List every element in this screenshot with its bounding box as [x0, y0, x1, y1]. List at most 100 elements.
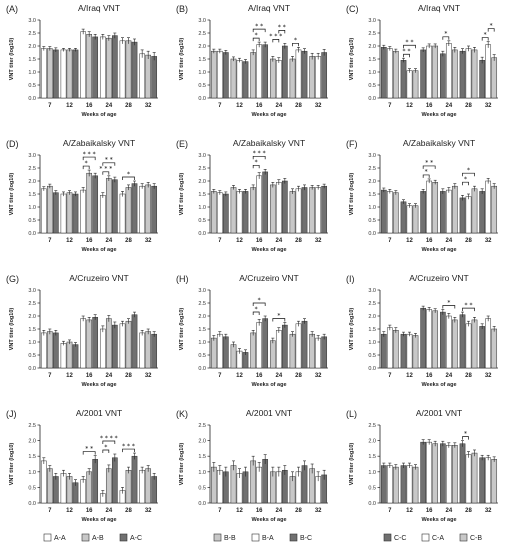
bar: [125, 469, 132, 504]
bar: [392, 466, 399, 504]
y-tick-label: 2.5: [198, 301, 206, 307]
x-tick-label: 32: [485, 508, 492, 514]
bar: [139, 332, 146, 369]
bar: [262, 44, 269, 99]
bar: [275, 182, 282, 234]
x-tick-label: 12: [66, 508, 73, 514]
y-tick-label: 1.5: [368, 454, 376, 460]
x-tick-label: 24: [275, 103, 282, 109]
x-tick-label: 16: [426, 238, 433, 244]
bar: [485, 44, 492, 99]
chart-panel: (C) A/Iraq VNT VNT titer (log10) 0.0 0.5 1.0 1…: [346, 3, 498, 118]
significance-bracket: [82, 165, 90, 170]
y-tick-label: 2.5: [28, 31, 36, 37]
bar: [80, 31, 87, 99]
bar: [222, 336, 229, 369]
bar: [400, 333, 407, 369]
x-tick-label: 28: [295, 103, 302, 109]
bar: [46, 48, 53, 99]
bar: [119, 193, 126, 234]
bar: [451, 319, 458, 369]
bar: [125, 320, 132, 369]
bar: [66, 49, 73, 99]
bar: [432, 45, 439, 99]
bar: [210, 191, 217, 234]
significance-bracket: [252, 302, 266, 306]
x-tick-label: 24: [445, 103, 452, 109]
bar: [151, 333, 158, 369]
y-tick-label: 1.0: [368, 205, 376, 211]
bar: [295, 188, 302, 234]
x-tick-label: 7: [48, 103, 52, 109]
x-axis-label: Weeks of age: [421, 382, 456, 388]
y-tick-label: 3.0: [368, 18, 376, 24]
significance-label: * *: [425, 160, 433, 167]
significance-label: * * *: [269, 33, 282, 40]
bar: [139, 185, 146, 234]
x-tick-label: 16: [86, 238, 93, 244]
bar: [386, 191, 393, 234]
x-tick-label: 12: [66, 238, 73, 244]
significance-bracket: [102, 449, 110, 454]
significance-label: *: [490, 22, 493, 29]
bar: [400, 465, 407, 504]
y-axis-label: VNT titer (log10): [179, 308, 185, 351]
bar: [66, 192, 73, 234]
bar: [145, 54, 152, 99]
y-tick-label: 1.5: [28, 57, 36, 63]
panel-label: (L): [346, 409, 357, 419]
x-tick-label: 32: [145, 508, 152, 514]
bar: [420, 307, 427, 369]
y-tick-label: 1.0: [368, 70, 376, 76]
x-tick-label: 7: [218, 103, 222, 109]
legend-swatch: [119, 533, 128, 542]
bar: [105, 37, 112, 99]
x-tick-label: 16: [256, 508, 263, 514]
bar: [125, 40, 132, 99]
bar: [459, 197, 466, 234]
bar: [111, 457, 118, 504]
bar: [281, 45, 288, 99]
significance-label: * * *: [83, 151, 96, 158]
bar: [92, 175, 99, 234]
significance-bracket: [122, 448, 135, 453]
x-tick-label: 16: [426, 103, 433, 109]
y-axis-label: VNT titer (log10): [349, 173, 355, 216]
x-tick-label: 28: [465, 373, 472, 379]
x-tick-label: 16: [426, 373, 433, 379]
bar: [315, 56, 322, 99]
y-tick-label: 0.5: [28, 353, 36, 359]
x-tick-label: 24: [445, 373, 452, 379]
legend-swatch: [289, 533, 298, 542]
chart-panel: (K) A/2001 VNT VNT titer (log10) 0.0 0.5 1.0 1…: [176, 408, 328, 523]
chart-panel: (J) A/2001 VNT VNT titer (log10) 0.0 0.5 1.0 1…: [6, 408, 158, 523]
bar: [46, 331, 53, 369]
legend-label: B-C: [300, 535, 312, 542]
bar: [465, 454, 472, 504]
bar: [459, 50, 466, 99]
bar: [491, 57, 498, 99]
y-tick-label: 2.5: [198, 166, 206, 172]
y-tick-label: 1.5: [368, 57, 376, 63]
x-axis-label: Weeks of age: [421, 517, 456, 523]
chart-panel: (H) A/Cruzeiro VNT VNT titer (log10) 0.0 0.5…: [176, 273, 328, 388]
y-tick-label: 3.0: [368, 153, 376, 159]
bar: [40, 188, 47, 234]
bar: [321, 52, 328, 99]
x-tick-label: 16: [86, 373, 93, 379]
panel-label: (I): [346, 274, 355, 284]
y-axis-label: VNT titer (log10): [179, 443, 185, 486]
y-tick-label: 0.0: [368, 366, 376, 372]
panel-label: (E): [176, 139, 188, 149]
significance-label: *: [127, 171, 130, 178]
bar: [111, 179, 118, 234]
significance-bracket: [481, 37, 489, 41]
y-tick-label: 1.5: [198, 454, 206, 460]
significance-label: * * *: [253, 150, 266, 157]
y-axis-label: VNT titer (log10): [179, 173, 185, 216]
x-tick-label: 16: [256, 238, 263, 244]
bar: [471, 319, 478, 369]
y-tick-label: 1.0: [28, 470, 36, 476]
bar: [105, 178, 112, 234]
significance-bracket: [122, 176, 135, 180]
